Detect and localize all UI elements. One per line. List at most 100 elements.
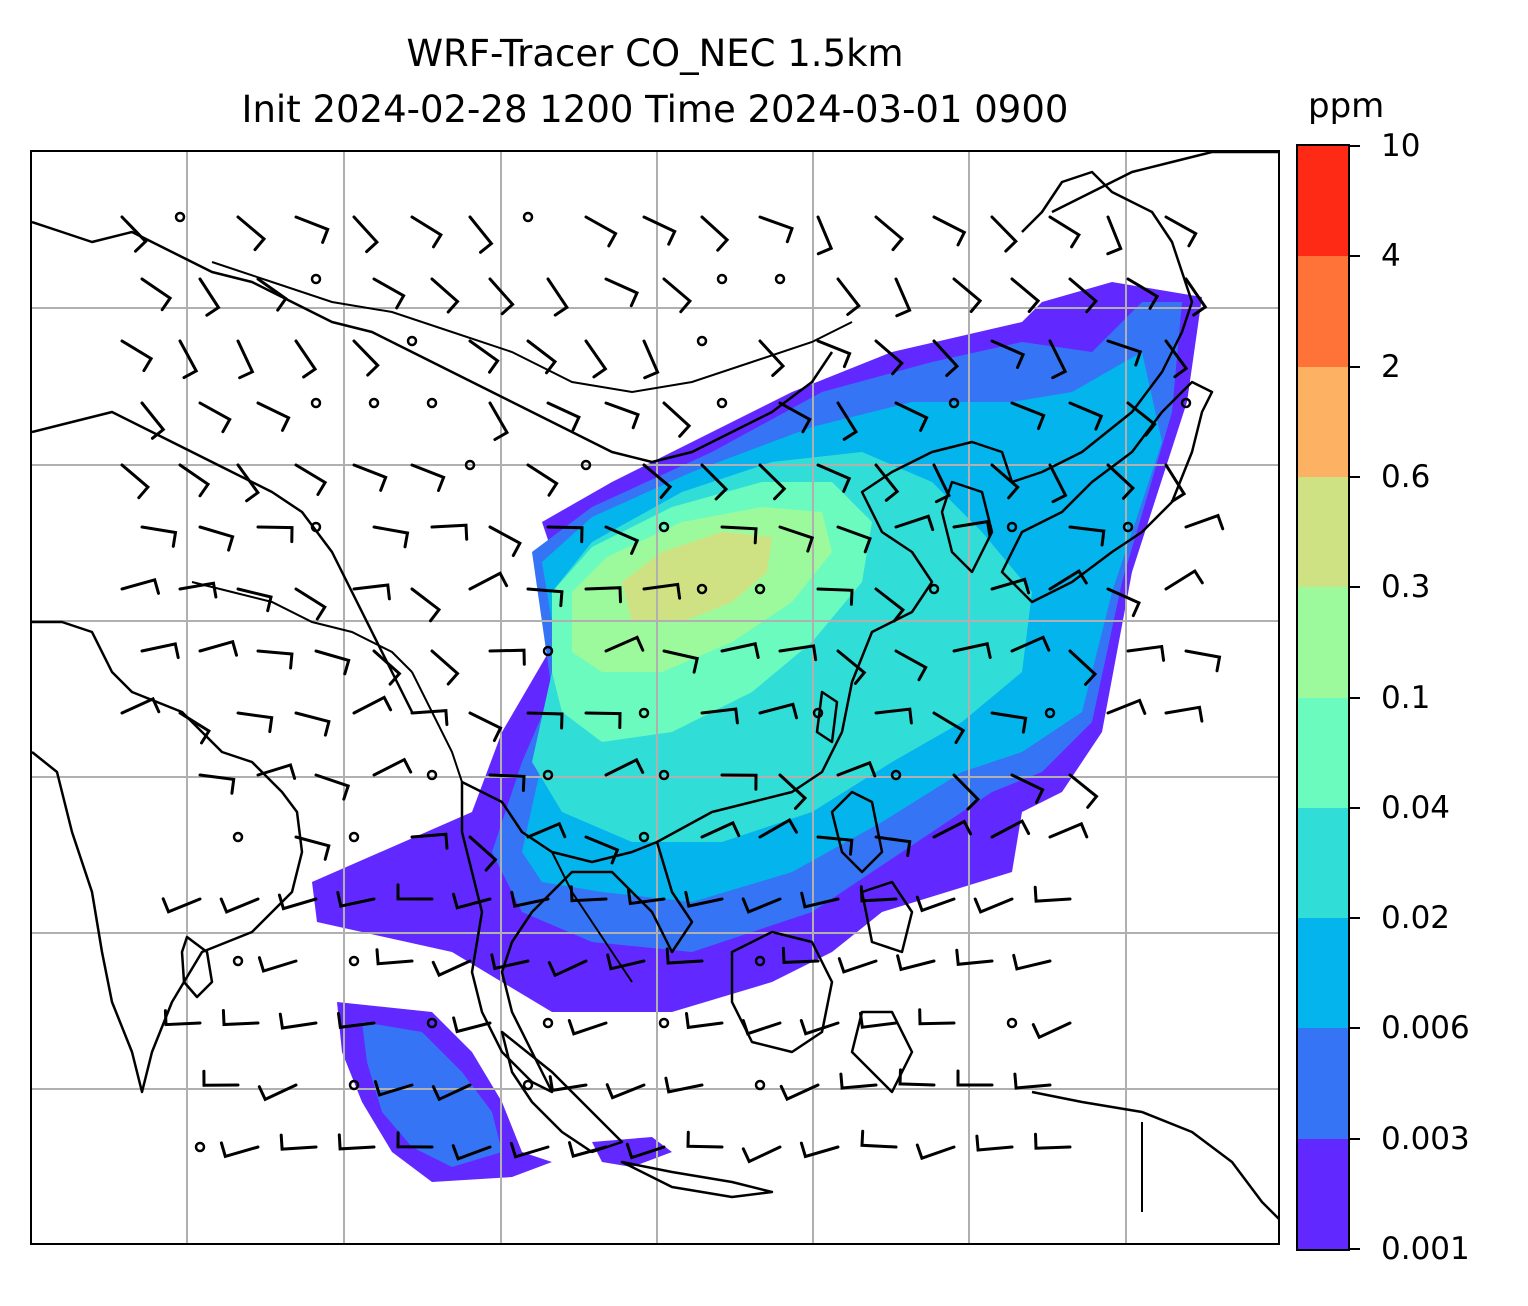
wind-barb [468, 711, 503, 742]
wind-barb [1106, 463, 1136, 500]
coastline-japan [1000, 380, 1214, 604]
wind-barb [604, 525, 640, 555]
wind-barb [468, 571, 509, 591]
wind-barb [236, 463, 260, 503]
wind-barb [932, 819, 973, 839]
wind-barb [1068, 277, 1099, 314]
wind-barb [915, 1143, 956, 1161]
wind-barb [741, 1145, 782, 1164]
wind-barb [952, 642, 992, 659]
wind-barb [816, 463, 852, 493]
calm-wind-marker [426, 397, 438, 409]
calm-wind-marker [464, 459, 476, 471]
wind-barb [894, 277, 912, 318]
wind-barb [161, 897, 202, 914]
wind-barb [605, 1083, 646, 1100]
calm-wind-marker [542, 769, 554, 781]
wind-barb [816, 339, 852, 369]
colorbar-segment [1298, 917, 1348, 1029]
coastline-northwest [32, 220, 834, 464]
wind-barb [372, 649, 402, 686]
wind-barb [662, 649, 699, 674]
wind-barb [990, 339, 1026, 369]
colorbar-segment [1298, 255, 1348, 367]
wind-barb [778, 644, 818, 662]
wind-barb [1033, 885, 1072, 903]
wind-barb [314, 649, 351, 676]
wind-barb [758, 702, 798, 720]
wind-barb [915, 895, 956, 913]
calm-wind-marker [310, 521, 322, 533]
wind-barb [584, 586, 622, 604]
wind-barb [932, 463, 951, 504]
wind-barb [781, 946, 820, 964]
wind-barb [956, 1069, 994, 1087]
wind-barb [837, 957, 878, 974]
colorbar-segment [1298, 806, 1348, 919]
wind-barb [278, 1012, 318, 1030]
calm-wind-marker [754, 955, 766, 967]
wind-barb [625, 1142, 666, 1160]
wind-barb [918, 1008, 956, 1026]
calm-wind-marker [1180, 397, 1192, 409]
wind-barb [1126, 401, 1157, 437]
calm-wind-marker [754, 1079, 766, 1091]
coastline-russia-east [1051, 152, 1278, 214]
wind-barb [1106, 215, 1123, 256]
wind-barb [236, 339, 255, 380]
wind-barb [800, 891, 840, 909]
wind-barb [140, 277, 173, 312]
map-panel[interactable] [30, 150, 1280, 1245]
wind-barb [874, 463, 900, 502]
wind-barb [256, 401, 291, 432]
colorbar-tick-label: 0.02 [1381, 900, 1451, 937]
wind-barb [163, 1009, 202, 1027]
colorbar-tick [1350, 806, 1360, 809]
wind-barb [799, 1141, 840, 1159]
wind-barb [860, 1129, 898, 1149]
colorbar-tick-label: 0.6 [1381, 458, 1431, 495]
calm-wind-marker [716, 397, 728, 409]
wind-barb [720, 642, 760, 659]
calm-wind-marker [716, 273, 728, 285]
wind-barb [720, 773, 758, 791]
wind-barb [410, 215, 443, 249]
wind-barb [352, 215, 380, 254]
wind-barb [198, 773, 236, 795]
wind-barb [1048, 463, 1068, 504]
wind-barb [955, 948, 994, 966]
calm-wind-marker [812, 707, 824, 719]
colorbar-tick [1350, 586, 1360, 589]
wind-barb [120, 215, 148, 253]
coastline-central [32, 410, 414, 713]
wind-barb [178, 339, 199, 380]
colorbar-tick [1350, 255, 1360, 258]
wind-barb [488, 773, 526, 792]
wind-barb [396, 1131, 434, 1149]
colorbar-segment [1298, 1027, 1348, 1139]
coastline-taiwan [815, 690, 839, 744]
wind-barb [932, 339, 960, 377]
calm-wind-marker [522, 211, 534, 223]
wind-barb [642, 463, 673, 499]
wind-barb [546, 277, 569, 317]
wind-barb [700, 463, 729, 501]
map-title-line2: Init 2024-02-28 1200 Time 2024-03-01 090… [241, 88, 1069, 131]
wind-barb [816, 835, 854, 856]
wind-barb [1034, 1132, 1072, 1150]
calm-wind-marker [1006, 1017, 1018, 1029]
colorbar-tick [1350, 1248, 1360, 1250]
wind-barb [816, 215, 834, 256]
wind-barb [352, 583, 391, 601]
colorbar-tick-label: 0.006 [1381, 1010, 1470, 1047]
coastline-india [32, 620, 304, 1094]
wind-barb [236, 215, 267, 252]
wind-barb [198, 525, 235, 552]
wind-barb [874, 587, 906, 623]
map-canvas [32, 152, 1278, 1243]
wind-barb [314, 773, 351, 801]
wind-barb [1010, 773, 1045, 804]
wind-barb [431, 1083, 472, 1102]
calm-wind-marker [348, 955, 360, 967]
coastline-new-guinea [1031, 1090, 1278, 1220]
